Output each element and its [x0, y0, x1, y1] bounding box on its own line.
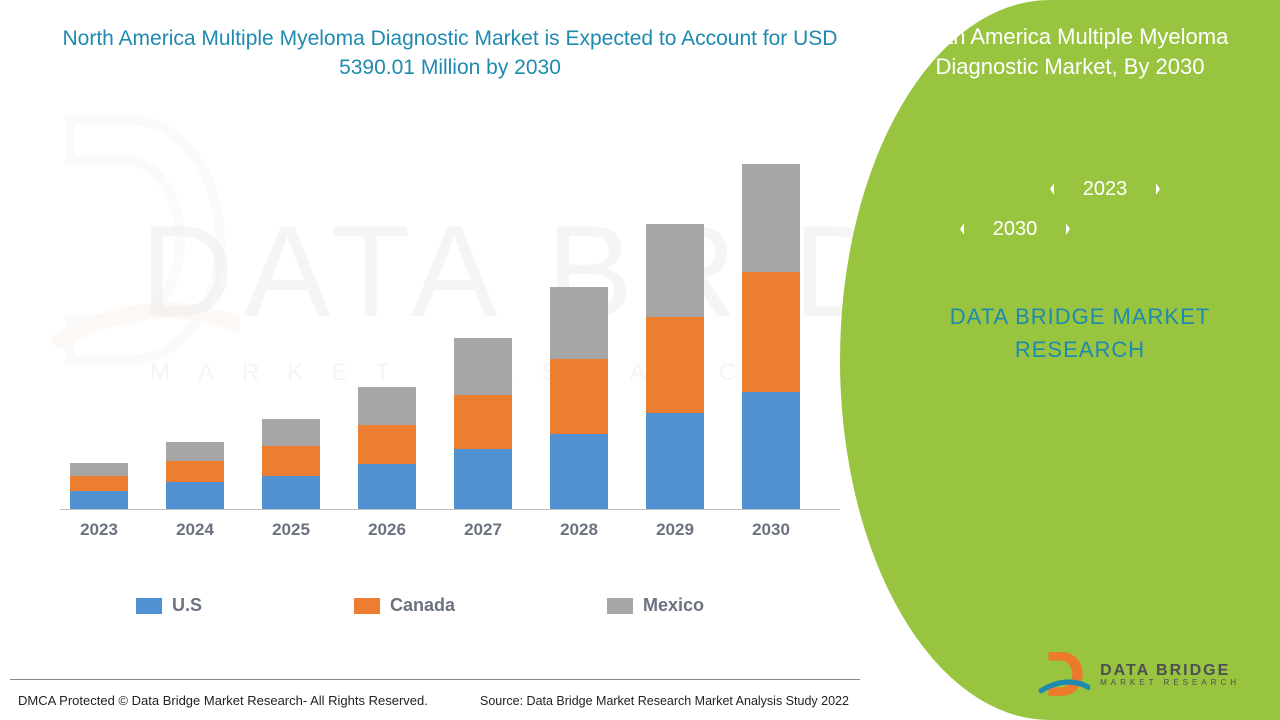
- legend-swatch: [607, 598, 633, 614]
- legend-item-mexico: Mexico: [607, 595, 704, 616]
- bar-seg-mexico: [454, 338, 512, 395]
- footer-logo: DATA BRIDGE MARKET RESEARCH: [1038, 648, 1240, 700]
- xlabel-2025: 2025: [251, 520, 331, 540]
- bar-seg-mexico: [262, 419, 320, 446]
- chart-plot-area: [60, 150, 840, 510]
- brand-text: DATA BRIDGE MARKET RESEARCH: [910, 300, 1250, 366]
- footer-logo-text: DATA BRIDGE MARKET RESEARCH: [1100, 662, 1240, 687]
- right-panel: North America Multiple Myeloma Diagnosti…: [840, 0, 1280, 720]
- bar-seg-mexico: [646, 224, 704, 317]
- chart-title: North America Multiple Myeloma Diagnosti…: [60, 24, 840, 83]
- hexagon-2030: 2030: [960, 185, 1070, 273]
- bar-seg-us: [646, 413, 704, 509]
- bar-seg-mexico: [70, 463, 128, 476]
- bar-2024: [166, 442, 224, 509]
- footer-logo-text-1: DATA BRIDGE: [1100, 662, 1240, 680]
- bar-seg-mexico: [742, 164, 800, 272]
- bar-seg-mexico: [550, 287, 608, 359]
- right-panel-title: North America Multiple Myeloma Diagnosti…: [880, 22, 1260, 81]
- footer-logo-text-2: MARKET RESEARCH: [1100, 678, 1240, 687]
- footer-divider: [10, 679, 860, 680]
- bar-seg-us: [454, 449, 512, 509]
- bar-seg-canada: [70, 476, 128, 491]
- bar-seg-canada: [550, 359, 608, 434]
- footer-copyright: DMCA Protected © Data Bridge Market Rese…: [18, 693, 428, 708]
- xlabel-2027: 2027: [443, 520, 523, 540]
- bar-seg-us: [742, 392, 800, 509]
- bar-2026: [358, 387, 416, 509]
- bar-2028: [550, 287, 608, 509]
- stacked-bar-chart: 2023 2024 2025 2026 2027 2028 2029 2030: [60, 150, 840, 550]
- bar-seg-canada: [646, 317, 704, 413]
- legend-item-us: U.S: [136, 595, 202, 616]
- bar-seg-canada: [742, 272, 800, 392]
- footer-source: Source: Data Bridge Market Research Mark…: [480, 694, 849, 708]
- bar-seg-us: [70, 491, 128, 509]
- bar-seg-canada: [166, 461, 224, 482]
- legend-label: Canada: [390, 595, 455, 616]
- bar-seg-us: [262, 476, 320, 509]
- xlabel-2028: 2028: [539, 520, 619, 540]
- bar-seg-us: [166, 482, 224, 509]
- xlabel-2026: 2026: [347, 520, 427, 540]
- legend-label: Mexico: [643, 595, 704, 616]
- bar-seg-us: [550, 434, 608, 509]
- hexagon-group: 2030 2023: [960, 145, 1190, 285]
- bar-2029: [646, 224, 704, 509]
- xlabel-2024: 2024: [155, 520, 235, 540]
- bar-seg-canada: [358, 425, 416, 464]
- bar-seg-canada: [454, 395, 512, 449]
- bar-seg-mexico: [358, 387, 416, 425]
- chart-legend: U.S Canada Mexico: [60, 595, 780, 616]
- bar-seg-canada: [262, 446, 320, 476]
- xlabel-2029: 2029: [635, 520, 715, 540]
- xlabel-2023: 2023: [59, 520, 139, 540]
- bar-seg-us: [358, 464, 416, 509]
- bar-2027: [454, 338, 512, 509]
- legend-swatch: [354, 598, 380, 614]
- data-bridge-logo-icon: [1038, 648, 1090, 700]
- bar-2023: [70, 463, 128, 509]
- hexagon-2023: 2023: [1050, 145, 1160, 233]
- legend-label: U.S: [172, 595, 202, 616]
- legend-item-canada: Canada: [354, 595, 455, 616]
- bar-seg-mexico: [166, 442, 224, 461]
- bar-2030: [742, 164, 800, 509]
- bar-2025: [262, 419, 320, 509]
- legend-swatch: [136, 598, 162, 614]
- xlabel-2030: 2030: [731, 520, 811, 540]
